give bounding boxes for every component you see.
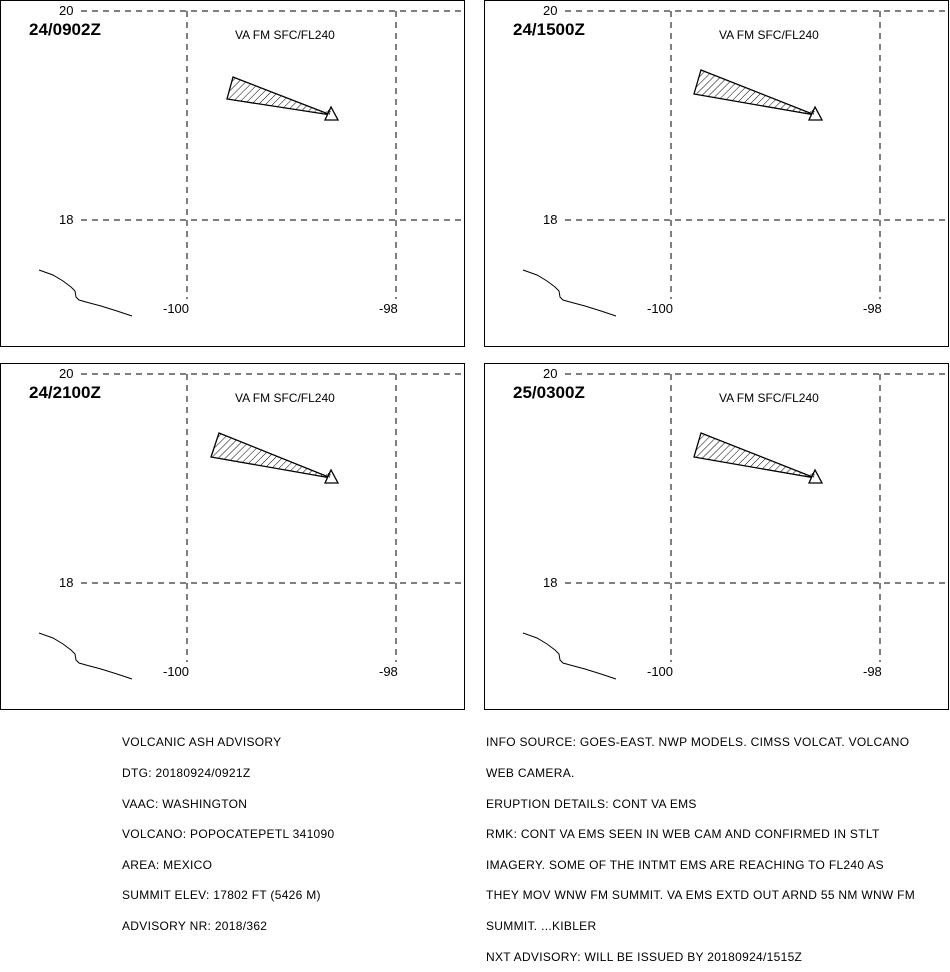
volcano-triangle-icon — [807, 105, 824, 121]
advisory-summit-elev: SUMMIT ELEV: 17802 FT (5426 M) — [122, 888, 321, 903]
forecast-panel-2: 20 18 -100 -98 24/1500Z VA FM SFC/FL240 … — [484, 0, 949, 347]
advisory-header: VOLCANIC ASH ADVISORY DTG: 20180924/0921… — [122, 717, 334, 941]
advisory-volcano: VOLCANO: POPOCATEPETL 341090 — [122, 827, 335, 842]
coastline — [522, 269, 617, 317]
next-advisory: NXT ADVISORY: WILL BE ISSUED BY 20180924… — [486, 949, 803, 964]
advisory-dtg: DTG: 20180924/0921Z — [122, 766, 251, 781]
ash-cloud-polygon — [210, 432, 332, 479]
eruption-marker-icon: * — [326, 470, 331, 485]
forecast-panel-3: 20 18 -100 -98 24/2100Z VA FM SFC/FL240 … — [0, 363, 465, 710]
ash-map-4: 20 18 -100 -98 25/0300Z VA FM SFC/FL240 … — [513, 366, 945, 680]
ash-cloud-polygon — [693, 69, 816, 116]
flight-level-label: VA FM SFC/FL240 — [235, 28, 335, 42]
lat-label-18: 18 — [59, 575, 73, 590]
lat-label-20: 20 — [543, 366, 557, 381]
lon-label-100: -100 — [163, 664, 189, 679]
flight-level-label: VA FM SFC/FL240 — [719, 28, 819, 42]
lat-label-20: 20 — [59, 366, 73, 381]
ash-cloud-polygon — [693, 432, 816, 479]
info-source-line-2: WEB CAMERA. — [486, 766, 575, 781]
ash-map-3: 20 18 -100 -98 24/2100Z VA FM SFC/FL240 … — [29, 366, 461, 680]
eruption-marker-icon: * — [810, 107, 815, 122]
ash-cloud-polygon — [226, 76, 332, 116]
lon-label-98: -98 — [863, 664, 882, 679]
lon-label-100: -100 — [163, 301, 189, 316]
info-source-line-1: INFO SOURCE: GOES-EAST. NWP MODELS. CIMS… — [486, 735, 910, 750]
coastline — [522, 632, 617, 680]
advisory-area: AREA: MEXICO — [122, 857, 213, 872]
advisory-title: VOLCANIC ASH ADVISORY — [122, 735, 282, 750]
advisory-remarks: INFO SOURCE: GOES-EAST. NWP MODELS. CIMS… — [486, 717, 915, 972]
remarks-line-2: IMAGERY. SOME OF THE INTMT EMS ARE REACH… — [486, 857, 884, 872]
lon-label-98: -98 — [379, 664, 398, 679]
lon-label-98: -98 — [379, 301, 398, 316]
flight-level-label: VA FM SFC/FL240 — [719, 391, 819, 405]
remarks-line-4: SUMMIT. ...KIBLER — [486, 919, 597, 934]
coastline — [38, 632, 133, 680]
forecast-panel-4: 20 18 -100 -98 25/0300Z VA FM SFC/FL240 … — [484, 363, 949, 710]
advisory-vaac: VAAC: WASHINGTON — [122, 796, 248, 811]
valid-time-label: 25/0300Z — [513, 383, 585, 402]
lat-label-18: 18 — [59, 212, 73, 227]
lon-label-100: -100 — [647, 301, 673, 316]
lat-label-20: 20 — [59, 3, 73, 18]
lat-label-20: 20 — [543, 3, 557, 18]
advisory-number: ADVISORY NR: 2018/362 — [122, 919, 268, 934]
coastline — [38, 269, 133, 317]
valid-time-label: 24/1500Z — [513, 20, 585, 39]
lat-label-18: 18 — [543, 212, 557, 227]
eruption-marker-icon: * — [326, 107, 331, 122]
eruption-marker-icon: * — [810, 470, 815, 485]
valid-time-label: 24/2100Z — [29, 383, 101, 402]
volcano-triangle-icon — [323, 468, 340, 484]
valid-time-label: 24/0902Z — [29, 20, 101, 39]
lon-label-98: -98 — [863, 301, 882, 316]
volcano-triangle-icon — [807, 468, 824, 484]
volcano-triangle-icon — [323, 105, 340, 121]
lat-label-18: 18 — [543, 575, 557, 590]
remarks-line-1: RMK: CONT VA EMS SEEN IN WEB CAM AND CON… — [486, 827, 880, 842]
ash-map-2: 20 18 -100 -98 24/1500Z VA FM SFC/FL240 … — [513, 3, 945, 317]
ash-map-1: 20 18 -100 -98 24/0902Z VA FM SFC/FL240 … — [29, 3, 461, 317]
eruption-details: ERUPTION DETAILS: CONT VA EMS — [486, 796, 697, 811]
remarks-line-3: THEY MOV WNW FM SUMMIT. VA EMS EXTD OUT … — [486, 888, 916, 903]
lon-label-100: -100 — [647, 664, 673, 679]
forecast-panel-1: 20 18 -100 -98 24/0902Z VA FM SFC/FL240 … — [0, 0, 465, 347]
flight-level-label: VA FM SFC/FL240 — [235, 391, 335, 405]
